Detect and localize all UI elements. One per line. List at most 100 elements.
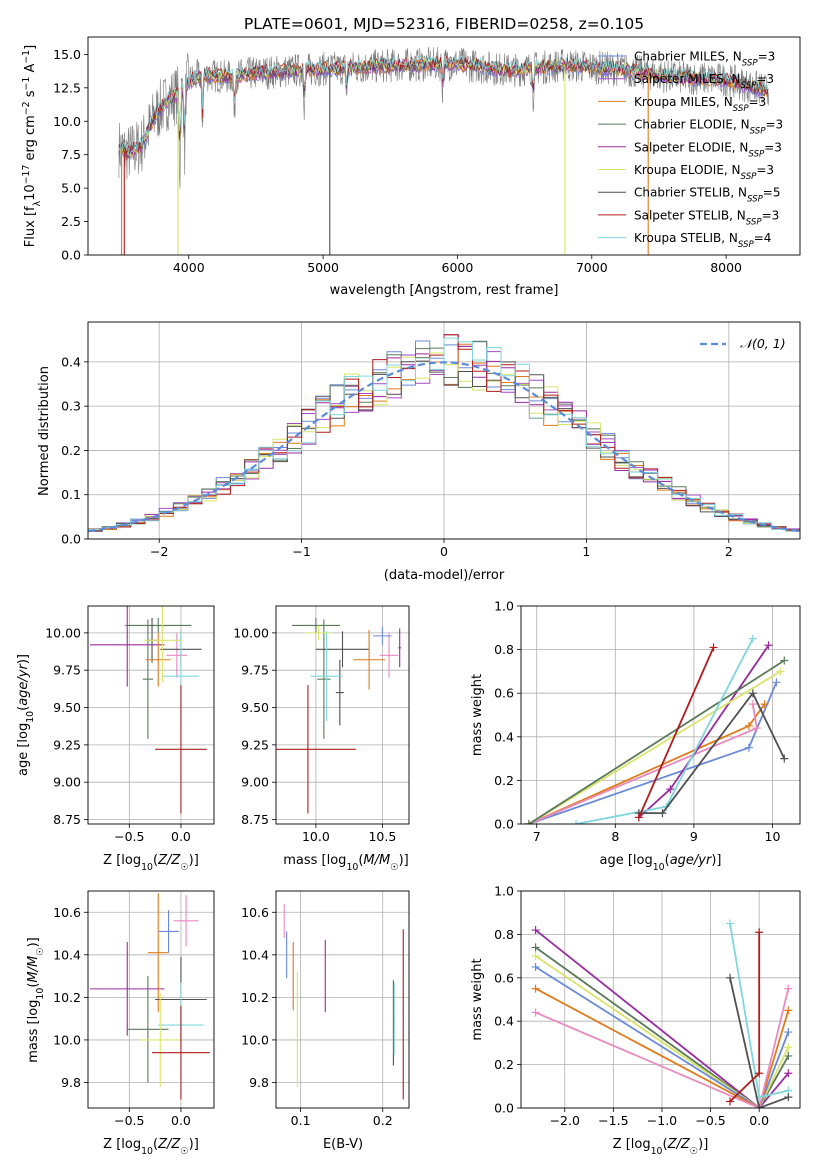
mass-weight-point xyxy=(752,724,761,733)
y-tick-label: 0.6 xyxy=(494,970,514,985)
y-tick-label: 8.75 xyxy=(241,812,269,827)
legend-label: 𝒩(0, 1) xyxy=(740,336,786,351)
mass-weight-line xyxy=(535,929,789,1108)
axes-frame xyxy=(87,36,801,256)
mass-weight-point xyxy=(748,700,757,709)
axes-frame xyxy=(275,890,410,1109)
label-part: mass [log xyxy=(283,853,346,868)
label-part: −1 xyxy=(21,50,32,64)
label-part: ☉ xyxy=(180,862,188,873)
y-tick-label: 10.4 xyxy=(241,947,269,962)
x-axis-label: mass [log10(M/M☉)] xyxy=(283,853,409,873)
label-part: =3 xyxy=(762,208,780,222)
plot-area xyxy=(90,606,207,814)
y-tick-label: 0.0 xyxy=(494,1101,514,1116)
legend-label: Chabrier ELODIE, NSSP=3 xyxy=(634,118,783,137)
label-part: N xyxy=(739,140,748,154)
axes-frame xyxy=(87,321,801,540)
x-tick-label: 8000 xyxy=(710,260,742,275)
label-part: SSP xyxy=(741,81,758,91)
mass-weight-point xyxy=(755,928,764,937)
label-part: Kroupa MILES, xyxy=(634,95,724,109)
x-tick-label: 9 xyxy=(690,829,698,844)
mass-weight-point xyxy=(531,926,540,935)
mass-weight-line xyxy=(535,955,790,1108)
label-part: 10 xyxy=(141,1146,153,1157)
y-tick-label: 0.0 xyxy=(494,817,514,832)
label-part: ( xyxy=(663,1137,668,1152)
label-part: =3 xyxy=(756,72,774,86)
label-part: Kroupa STELIB, xyxy=(634,231,729,245)
mass-weight-point xyxy=(784,1043,793,1052)
label-part: ☉ xyxy=(35,947,46,955)
legend-label: Salpeter STELIB, NSSP=3 xyxy=(634,208,779,227)
label-part: )] xyxy=(189,1137,199,1152)
mass-weight-line xyxy=(535,987,790,1108)
y-tick-label: 0.8 xyxy=(494,927,514,942)
x-tick-label: 1 xyxy=(582,544,590,559)
plot-area xyxy=(88,334,800,534)
label-part: λ xyxy=(32,200,43,206)
mass-weight-point xyxy=(531,962,540,971)
legend-label: Salpeter ELODIE, NSSP=3 xyxy=(634,140,782,159)
label-part: −17 xyxy=(21,165,32,185)
x-tick-label: 0.0 xyxy=(749,1113,769,1128)
label-part: N xyxy=(741,118,750,132)
figure-title: PLATE=0601, MJD=52316, FIBERID=0258, z=0… xyxy=(244,15,644,33)
x-tick-label: −2.0 xyxy=(550,1113,580,1128)
label-part: N xyxy=(738,186,747,200)
label-part: Z/Z xyxy=(667,1137,691,1152)
spectrum-panel: 4000 5000 6000 7000 8000 0.0 2.5 5.0 7.5 10.0 12.5… xyxy=(21,36,801,298)
legend-label: Kroupa STELIB, NSSP=4 xyxy=(634,231,771,250)
label-part: Flux [f xyxy=(23,206,38,247)
axes-frame xyxy=(520,890,801,1109)
label-part: Chabrier STELIB, xyxy=(634,186,738,200)
x-tick-label: 4000 xyxy=(173,260,205,275)
mass-weight-point xyxy=(780,656,789,665)
y-tick-label: 0.0 xyxy=(61,248,81,263)
y-tick-label: 0.2 xyxy=(494,1057,514,1072)
mass-weight-point xyxy=(709,643,718,652)
mass-weight-point xyxy=(784,1028,793,1037)
label-part: age [log xyxy=(16,723,31,776)
x-axis-label: E(B-V) xyxy=(323,1137,363,1152)
label-part: )] xyxy=(698,1137,708,1152)
x-axis-label: Z [log10(Z/Z☉)] xyxy=(103,1137,199,1157)
x-tick-label: −0.5 xyxy=(695,1113,725,1128)
residuals-panel: −2 −1 0 1 2 0.0 0.1 0.2 0.3 0.4 (data-model)/error… xyxy=(37,321,801,583)
label-part: −1 xyxy=(21,77,32,91)
mass-weight-point xyxy=(784,984,793,993)
label-part: N xyxy=(733,50,742,64)
y-axis-label: mass [log10(M/M☉)] xyxy=(26,937,46,1063)
label-part: ( xyxy=(153,1137,158,1152)
y-tick-label: 0.2 xyxy=(494,773,514,788)
mass-weight-point xyxy=(772,678,781,687)
mass-weight-line xyxy=(729,977,789,1108)
label-part: age/yr xyxy=(670,853,713,868)
y-tick-label: 0.2 xyxy=(61,443,81,458)
y-tick-label: 8.75 xyxy=(53,812,81,827)
label-part: Chabrier MILES, xyxy=(634,50,733,64)
y-axis-label: mass weight xyxy=(470,674,485,756)
mass-weight-point xyxy=(784,1051,793,1060)
x-tick-label: −2 xyxy=(150,544,168,559)
label-part: s xyxy=(23,90,38,101)
y-tick-label: 9.50 xyxy=(241,700,269,715)
y-tick-label: 9.8 xyxy=(249,1075,269,1090)
mass-weight-point xyxy=(784,1093,793,1102)
label-part: M/M xyxy=(26,956,41,983)
label-part: 10 xyxy=(35,988,46,1000)
y-tick-label: 10.2 xyxy=(241,990,269,1005)
mass-weight-point xyxy=(776,667,785,676)
x-tick-label: −1 xyxy=(292,544,310,559)
mass-weight-point xyxy=(666,785,675,794)
label-part: SSP xyxy=(738,240,755,250)
y-tick-label: 10.0 xyxy=(53,1032,81,1047)
y-tick-label: 1.0 xyxy=(494,599,514,614)
plot-area xyxy=(531,919,793,1108)
y-tick-label: 9.75 xyxy=(241,663,269,678)
label-part: age/yr xyxy=(16,662,31,705)
mass-weight-line xyxy=(575,638,754,824)
y-tick-label: 10.6 xyxy=(53,905,81,920)
